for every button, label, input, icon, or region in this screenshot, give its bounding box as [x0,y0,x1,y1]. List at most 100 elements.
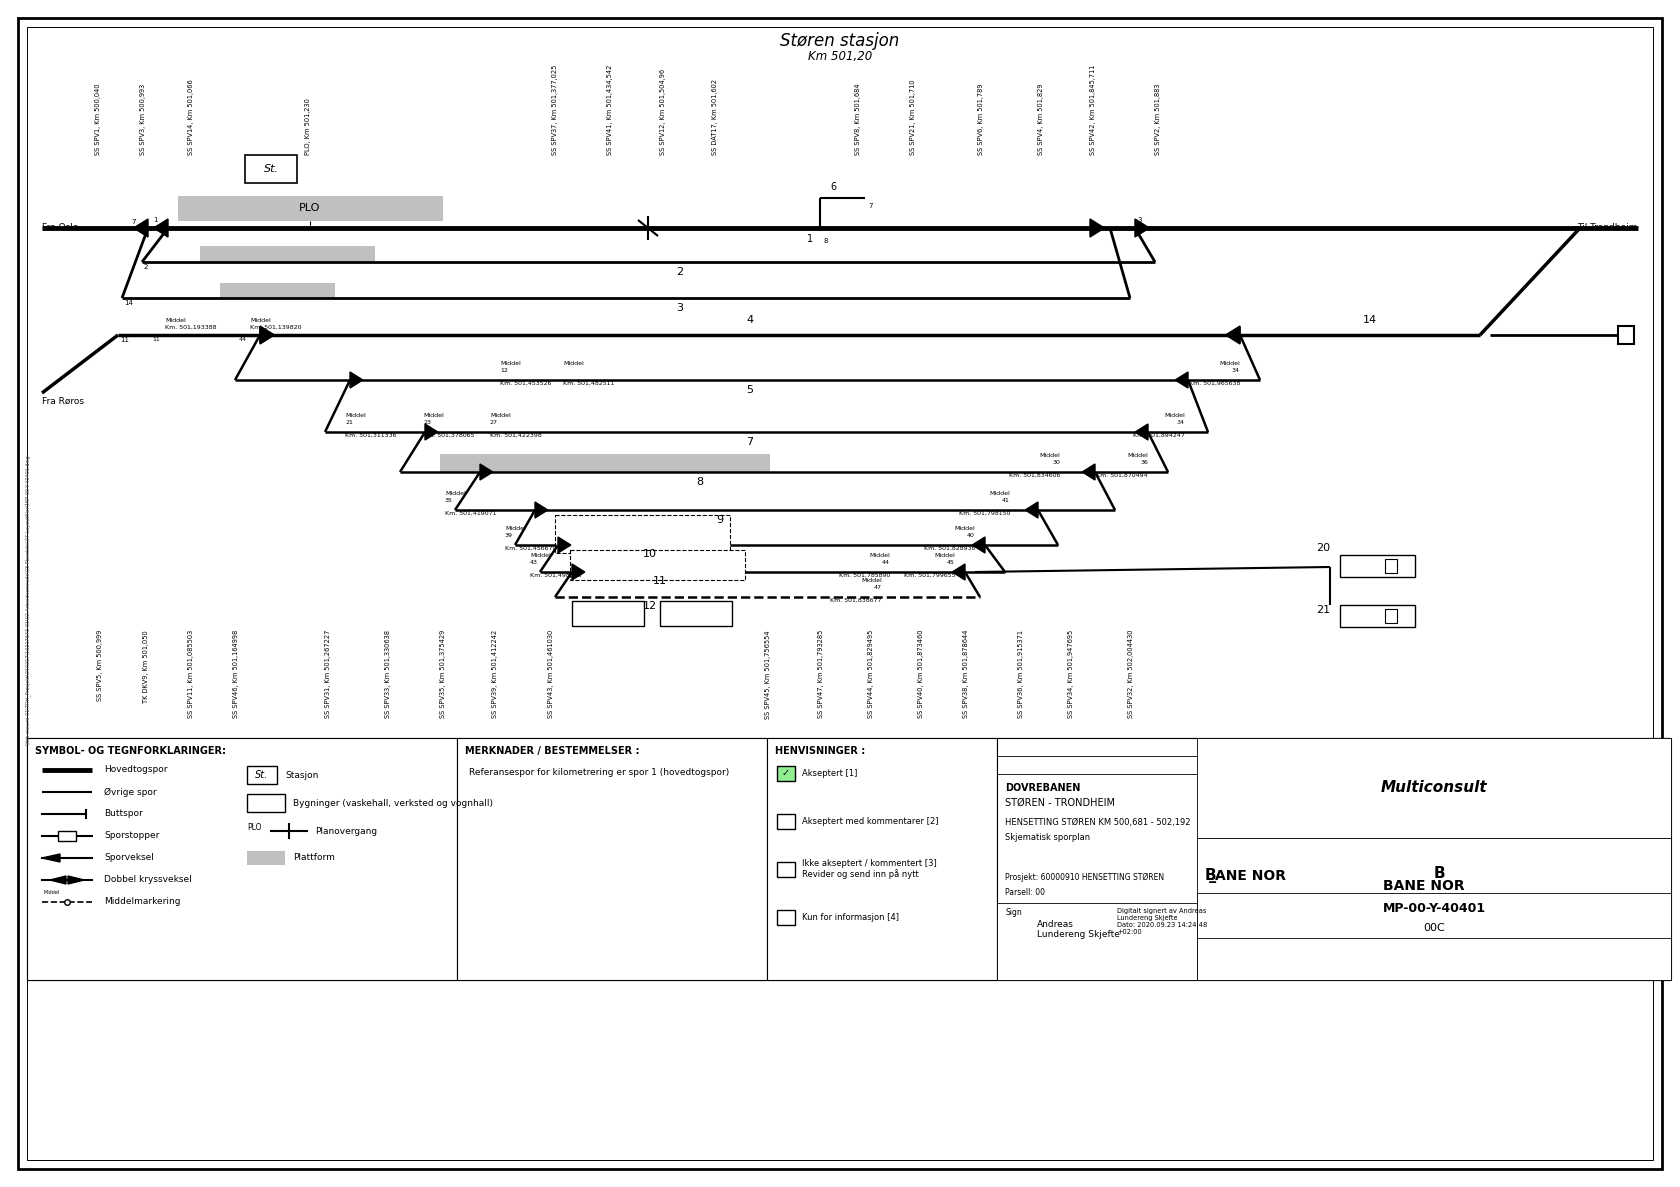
Bar [554,515,731,553]
Text: \\trh-nasuni-01\TRH_Prosjekt\010217\10217673-01\02 Arbeidsomrade\03 Plandata\07 : \\trh-nasuni-01\TRH_Prosjekt\010217\1021… [25,455,30,744]
Text: Km 501,20: Km 501,20 [808,50,872,63]
Text: TK DKV9, Km 501,050: TK DKV9, Km 501,050 [143,630,150,703]
Text: 35: 35 [445,499,454,503]
Text: Middel: Middel [506,526,526,531]
Text: SS SPV43, Km 501,461030: SS SPV43, Km 501,461030 [548,630,554,718]
Text: SS SPV46, Km 501,164998: SS SPV46, Km 501,164998 [234,630,239,718]
Text: SS SPV35, Km 501,375429: SS SPV35, Km 501,375429 [440,630,445,718]
Text: 8: 8 [697,477,704,487]
Bar [1196,893,1672,938]
Polygon shape [953,564,964,580]
Text: MP-00-Y-40401: MP-00-Y-40401 [1383,901,1485,914]
Polygon shape [1226,326,1240,343]
Text: 2: 2 [677,267,684,277]
Text: MERKNADER / BESTEMMELSER :: MERKNADER / BESTEMMELSER : [465,745,640,756]
Text: Km. 501,453526: Km. 501,453526 [501,381,551,386]
Text: SS SPV42, Km 501,845,711: SS SPV42, Km 501,845,711 [1090,64,1095,155]
Text: SS SPV2, Km 501,883: SS SPV2, Km 501,883 [1156,83,1161,155]
Text: 43: 43 [529,560,538,565]
Text: Km. 501,828936: Km. 501,828936 [924,546,974,551]
Text: 47: 47 [874,585,882,590]
Text: Multiconsult: Multiconsult [1381,781,1487,795]
Text: Prosjekt: 60000910 HENSETTING STØREN: Prosjekt: 60000910 HENSETTING STØREN [1005,872,1164,882]
Polygon shape [973,537,984,553]
Text: 11: 11 [654,576,667,586]
Text: B: B [1205,869,1216,883]
Text: 21: 21 [344,420,353,425]
Text: 4: 4 [746,315,754,325]
Text: Km. 501,834606: Km. 501,834606 [1008,472,1060,478]
Text: Akseptert med kommentarer [2]: Akseptert med kommentarer [2] [801,817,939,825]
Text: Sporveksel: Sporveksel [104,853,155,863]
Text: Parsell: 00: Parsell: 00 [1005,888,1045,897]
Text: SS SPV36, Km 501,915371: SS SPV36, Km 501,915371 [1018,630,1025,718]
Text: 21: 21 [1315,605,1331,615]
Text: 8: 8 [823,239,828,245]
Text: SS DAT17, Km 501,602: SS DAT17, Km 501,602 [712,78,717,155]
Polygon shape [1090,218,1104,237]
Text: Km. 501,798150: Km. 501,798150 [959,510,1010,516]
Polygon shape [1025,502,1038,518]
Text: Km. 501,456670: Km. 501,456670 [506,546,556,551]
Text: PLO: PLO [247,824,262,832]
Text: HENVISNINGER :: HENVISNINGER : [774,745,865,756]
Text: 9: 9 [716,515,724,525]
Polygon shape [260,326,272,343]
Polygon shape [260,326,274,344]
Bar [776,910,795,925]
Text: Middel: Middel [563,361,583,366]
Polygon shape [1176,372,1188,388]
Text: ̲ANE NOR: ̲ANE NOR [1216,869,1287,883]
Text: Fra Røros: Fra Røros [42,396,84,406]
Text: 36: 36 [1141,461,1147,465]
Text: SS SPV5, Km 500,999: SS SPV5, Km 500,999 [97,630,102,702]
Polygon shape [480,464,492,480]
Text: 5: 5 [746,385,754,395]
Text: B: B [1435,865,1445,881]
Text: 11: 11 [119,337,129,343]
Bar [457,738,768,980]
Text: SS SPV45, Km 501,756554: SS SPV45, Km 501,756554 [764,630,771,718]
Text: 00C: 00C [1423,923,1445,933]
Text: Middel: Middel [529,553,551,558]
Text: 45: 45 [948,560,954,565]
Text: SS SPV39, Km 501,412242: SS SPV39, Km 501,412242 [492,630,497,718]
Text: Middel: Middel [165,318,186,323]
Text: Middel: Middel [954,526,974,531]
Polygon shape [134,218,148,237]
Text: 34: 34 [1231,368,1240,373]
Text: Km. 501,193388: Km. 501,193388 [165,325,217,330]
Text: Skjematisk sporplan: Skjematisk sporplan [1005,833,1090,842]
Text: Middel: Middel [1164,413,1184,418]
Polygon shape [558,537,571,553]
Text: SS SPV47, Km 501,793285: SS SPV47, Km 501,793285 [818,630,823,718]
Text: Middel: Middel [1040,453,1060,458]
Polygon shape [571,564,585,580]
Polygon shape [1136,218,1149,237]
Text: 3: 3 [1137,217,1141,223]
Text: St.: St. [255,770,269,780]
Text: Bygninger (vaskehall, verksted og vognhall): Bygninger (vaskehall, verksted og vognha… [292,799,492,807]
Text: 12: 12 [501,368,507,373]
Text: SS SPV14, Km 501,066: SS SPV14, Km 501,066 [188,80,193,155]
Text: Middel: Middel [344,413,366,418]
Bar [245,155,297,183]
Text: 6: 6 [830,182,837,192]
Text: Km. 501,482511: Km. 501,482511 [563,381,615,386]
Bar [27,738,1670,980]
Bar [1384,609,1398,623]
Text: Middel: Middel [423,413,444,418]
Text: Middelmarkering: Middelmarkering [104,897,180,907]
Text: Støren stasjon: Støren stasjon [781,32,899,50]
Polygon shape [349,372,363,388]
Text: 20: 20 [1315,542,1331,553]
Text: SS SPV21, Km 501,710: SS SPV21, Km 501,710 [911,80,916,155]
Text: 1: 1 [153,217,158,223]
Text: SS SPV3, Km 500,993: SS SPV3, Km 500,993 [139,84,146,155]
Polygon shape [153,218,168,237]
Text: Km. 501,419071: Km. 501,419071 [445,510,497,516]
Bar [776,766,795,781]
Text: Km. 501,311336: Km. 501,311336 [344,433,396,438]
Text: 7: 7 [131,218,136,226]
Text: Km. 501,838677: Km. 501,838677 [830,598,882,603]
